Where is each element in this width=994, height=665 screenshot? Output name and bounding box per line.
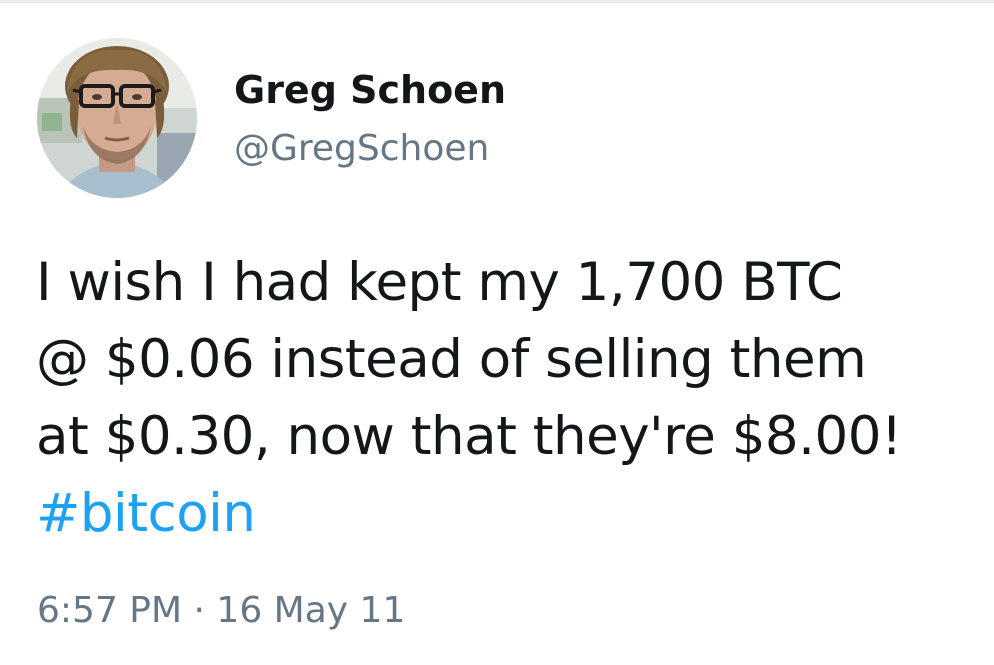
tweet-text-line: @ $0.06 instead of selling them [36,329,867,390]
hashtag-link[interactable]: #bitcoin [36,483,256,544]
avatar-photo [37,38,197,198]
tweet-text-line: at $0.30, now that they're $8.00! [36,406,902,467]
display-name[interactable]: Greg Schoen [234,68,507,112]
tweet-time: 6:57 PM [37,590,183,631]
top-divider [0,0,994,3]
tweet-text: I wish I had kept my 1,700 BTC @ $0.06 i… [36,244,986,552]
tweet-text-line: I wish I had kept my 1,700 BTC [36,252,843,313]
tweet-author: Greg Schoen @GregSchoen [234,66,506,172]
tweet-timestamp[interactable]: 6:57 PM · 16 May 11 [37,588,405,634]
user-handle[interactable]: @GregSchoen [234,128,490,169]
avatar[interactable] [37,38,197,198]
tweet-date: 16 May 11 [216,590,406,631]
meta-separator: · [193,590,205,631]
